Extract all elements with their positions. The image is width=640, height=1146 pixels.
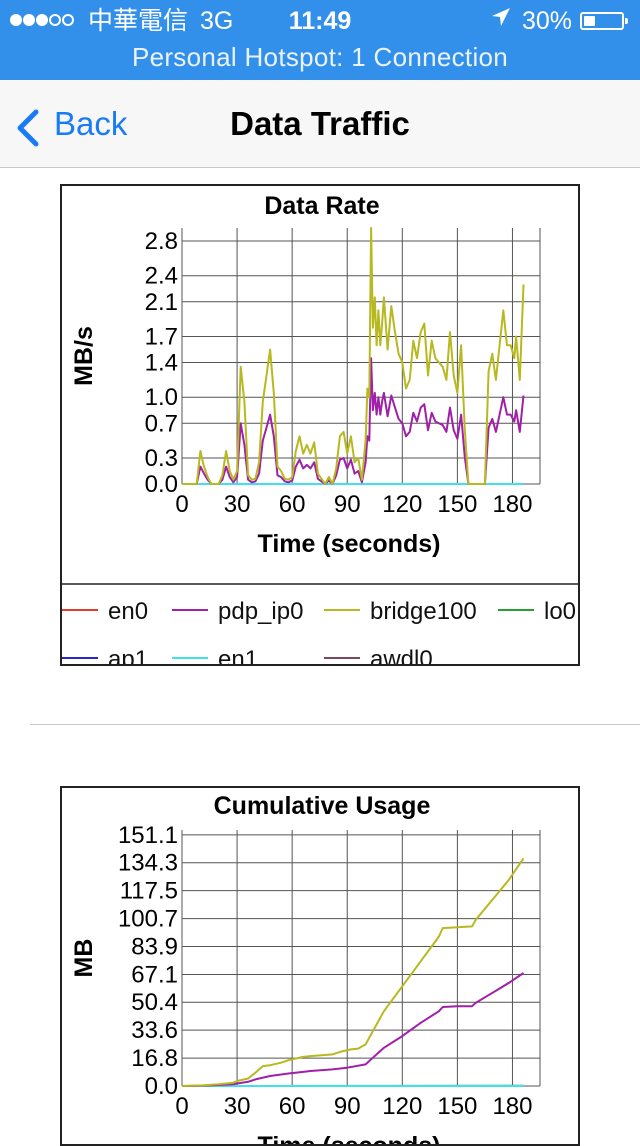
legend-label: en0 — [108, 598, 148, 625]
x-tick-label: 90 — [334, 491, 361, 518]
y-tick-label: 0.0 — [145, 471, 178, 498]
y-tick-label: 67.1 — [131, 961, 178, 988]
y-tick-label: 1.7 — [145, 323, 178, 350]
x-tick-label: 180 — [492, 491, 532, 518]
y-tick-label: 0.7 — [145, 410, 178, 437]
x-tick-label: 30 — [224, 491, 251, 518]
status-row: 中華電信 3G 11:49 30% — [0, 0, 640, 40]
legend-label: lo0 — [544, 598, 576, 625]
x-tick-label: 150 — [437, 491, 477, 518]
legend-item-bridge100: bridge100 — [324, 598, 477, 625]
y-tick-label: 1.4 — [145, 350, 178, 377]
x-tick-label: 180 — [492, 1093, 532, 1120]
y-tick-label: 0.3 — [145, 445, 178, 472]
chart-title: Cumulative Usage — [214, 792, 431, 820]
status-bar: 中華電信 3G 11:49 30% Personal Hotspot: 1 Co… — [0, 0, 640, 80]
legend-label: pdp_ip0 — [218, 598, 303, 625]
y-tick-label: 100.7 — [118, 906, 178, 933]
battery-level-fill — [584, 16, 595, 26]
battery-percent: 30% — [522, 7, 572, 35]
legend-item-lo0: lo0 — [498, 598, 576, 625]
hotspot-banner[interactable]: Personal Hotspot: 1 Connection — [0, 42, 640, 73]
x-tick-label: 90 — [334, 1093, 361, 1120]
series-line-bridge100 — [182, 858, 524, 1086]
legend-item-en0: en0 — [62, 598, 148, 625]
section-divider — [30, 724, 640, 725]
y-tick-label: 50.4 — [131, 989, 178, 1016]
y-axis-label: MB/s — [70, 326, 98, 386]
legend-label: bridge100 — [370, 598, 477, 625]
legend-item-ap1: ap1 — [62, 646, 148, 666]
location-arrow-icon — [490, 5, 512, 35]
y-tick-label: 83.9 — [131, 934, 178, 961]
y-tick-label: 2.4 — [145, 263, 178, 290]
y-tick-label: 117.5 — [120, 878, 178, 905]
chart-title: Data Rate — [264, 192, 379, 220]
x-axis-label: Time (seconds) — [258, 1132, 441, 1146]
y-tick-label: 1.0 — [145, 384, 178, 411]
series-line-bridge100 — [182, 228, 524, 484]
legend-item-pdp_ip0: pdp_ip0 — [172, 598, 303, 625]
x-tick-label: 150 — [437, 1093, 477, 1120]
y-tick-label: 16.8 — [131, 1045, 178, 1072]
battery-tip — [625, 18, 628, 24]
x-tick-label: 30 — [224, 1093, 251, 1120]
y-axis-label: MB — [70, 939, 98, 978]
x-tick-label: 120 — [382, 1093, 422, 1120]
y-tick-label: 151.1 — [118, 822, 178, 849]
legend-label: ap1 — [108, 646, 148, 666]
battery-icon — [580, 12, 624, 30]
legend-item-awdl0: awdl0 — [324, 646, 433, 666]
x-tick-label: 60 — [279, 1093, 306, 1120]
page-title: Data Traffic — [0, 105, 640, 143]
navigation-bar: Back Data Traffic — [0, 80, 640, 168]
y-tick-label: 33.6 — [131, 1017, 178, 1044]
y-tick-label: 134.3 — [118, 850, 178, 877]
legend-label: awdl0 — [370, 646, 433, 666]
series-line-pdp_ip0 — [182, 973, 524, 1086]
x-axis-label: Time (seconds) — [258, 530, 441, 558]
y-tick-label: 2.1 — [145, 289, 178, 316]
legend-item-en1: en1 — [172, 646, 258, 666]
series-line-pdp_ip0 — [182, 358, 524, 484]
y-tick-label: 2.8 — [145, 228, 178, 255]
x-tick-label: 60 — [279, 491, 306, 518]
y-tick-label: 0.0 — [145, 1073, 178, 1100]
x-tick-label: 120 — [382, 491, 422, 518]
legend-label: en1 — [218, 646, 258, 666]
